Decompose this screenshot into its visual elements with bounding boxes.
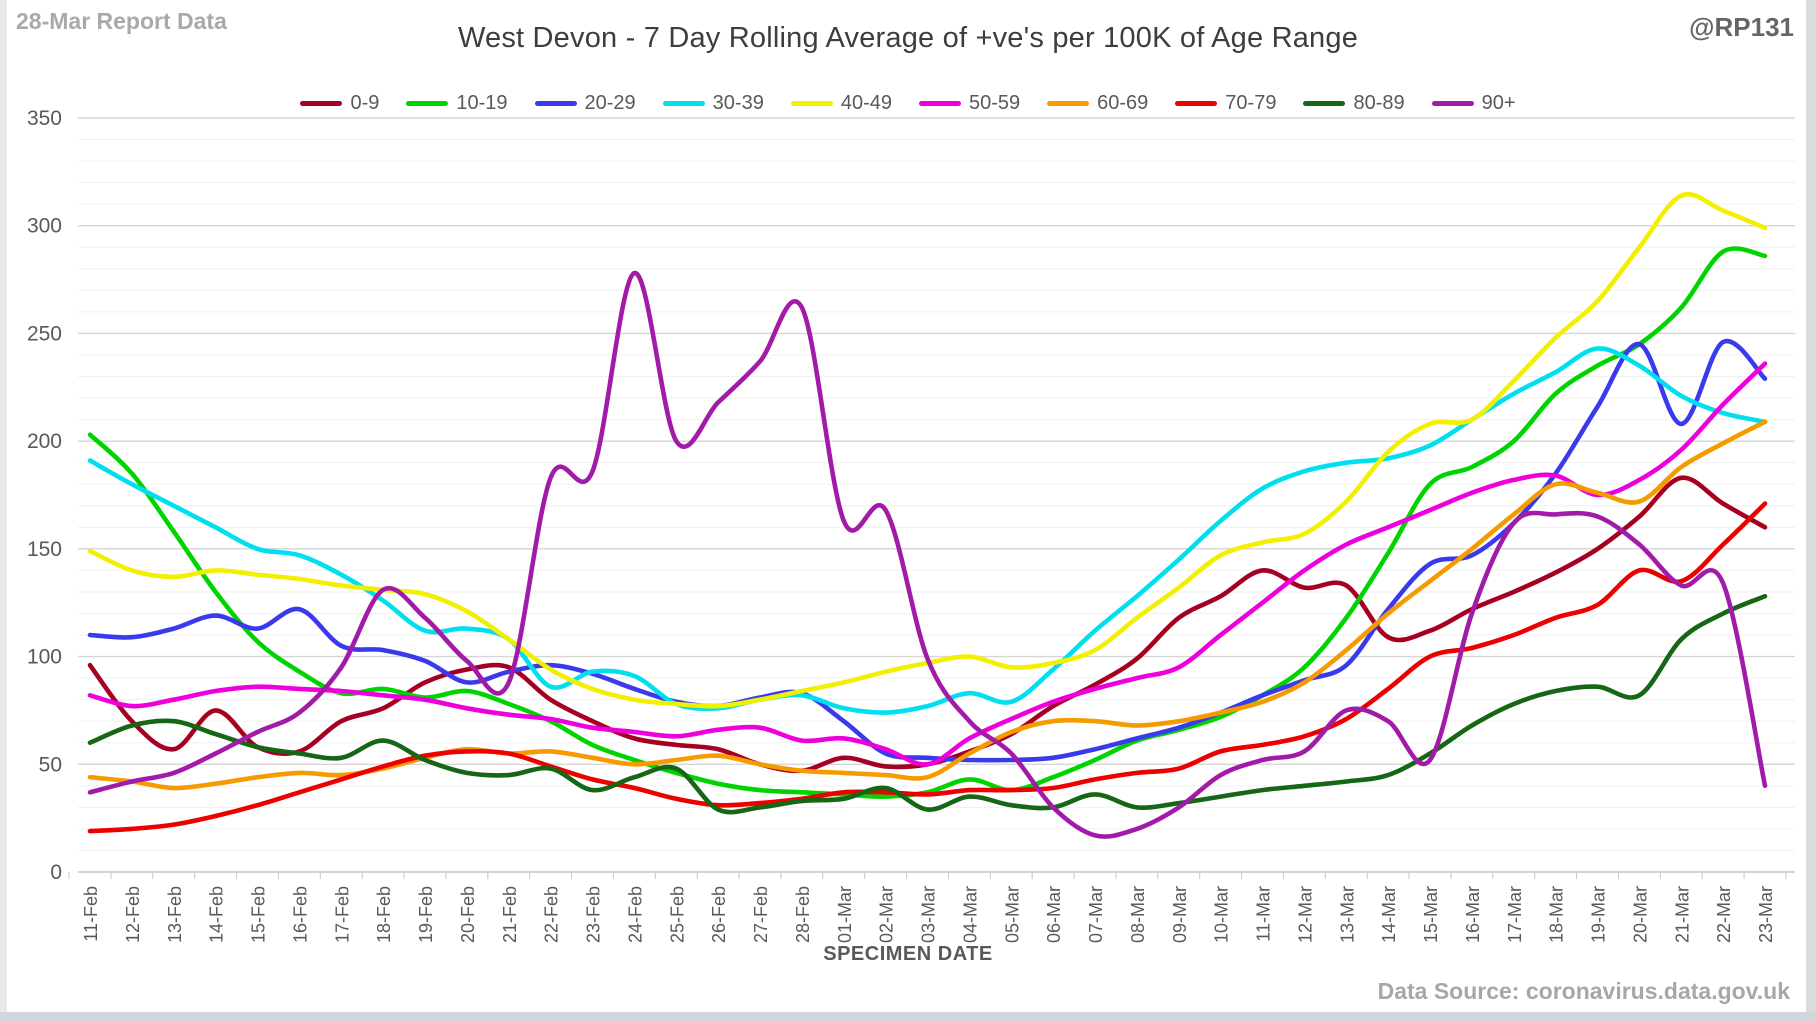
x-tick-label: 15-Feb [249,886,269,943]
x-tick-label: 19-Feb [416,886,436,943]
y-tick-label: 350 [27,107,62,130]
legend-swatch-90+ [1431,101,1474,106]
x-tick-label: 21-Feb [500,886,520,943]
x-tick-label: 28-Feb [793,886,813,943]
legend-swatch-40-49 [790,101,833,106]
series-line-40-49 [87,191,1768,709]
x-tick-label: 05-Mar [1002,886,1022,943]
legend-swatch-70-79 [1175,101,1218,106]
legend-swatch-10-19 [406,101,449,106]
legend-label: 30-39 [712,92,764,114]
legend-item-0-9: 0-9 [300,92,379,115]
series-line-80-89 [87,594,1768,815]
y-tick-label: 100 [27,646,62,669]
legend-label: 10-19 [456,92,508,114]
chart-legend: 0-9 10-19 20-29 30-39 40-49 50-59 60-69 70-79 80… [0,92,1816,115]
legend-swatch-30-39 [662,101,705,106]
legend-item-20-29: 20-29 [534,92,636,115]
x-tick-label: 23-Feb [584,886,604,943]
y-tick-label: 50 [39,753,62,776]
y-tick-label: 150 [27,538,62,561]
report-date-label: 28-Mar Report Data [16,8,227,34]
legend-item-50-59: 50-59 [918,92,1021,115]
x-tick-label: 13-Mar [1337,886,1357,943]
legend-label: 20-29 [584,92,636,114]
x-tick-label: 13-Feb [165,886,185,943]
page-edge-right [1806,0,1816,1022]
legend-item-40-49: 40-49 [790,92,892,115]
series-line-50-59 [87,361,1768,767]
legend-swatch-80-89 [1303,101,1346,106]
legend-label: 80-89 [1353,92,1405,114]
x-tick-label: 15-Mar [1421,886,1441,943]
x-tick-label: 14-Feb [207,886,227,943]
x-tick-label: 02-Mar [877,886,897,943]
x-tick-label: 12-Mar [1295,886,1315,943]
legend-item-90+: 90+ [1431,92,1516,115]
legend-swatch-50-59 [918,101,961,106]
y-tick-label: 300 [27,215,62,238]
page-edge-left [0,0,7,1022]
page-edge-bottom [0,1012,1816,1022]
x-tick-label: 21-Mar [1672,886,1692,943]
legend-label: 70-79 [1225,92,1277,114]
data-source-label: Data Source: coronavirus.data.gov.uk [1377,978,1790,1004]
x-tick-label: 17-Mar [1505,886,1525,943]
x-tick-label: 10-Mar [1212,886,1232,943]
legend-item-10-19: 10-19 [406,92,508,115]
legend-item-60-69: 60-69 [1047,92,1148,115]
series-line-90+ [87,270,1768,839]
x-tick-label: 03-Mar [919,886,939,943]
x-tick-label: 16-Mar [1463,886,1483,943]
x-tick-label: 18-Feb [374,886,394,943]
legend-swatch-60-69 [1047,101,1090,106]
x-tick-label: 25-Feb [667,886,687,943]
x-tick-label: 08-Mar [1128,886,1148,943]
y-tick-label: 0 [50,861,62,884]
x-tick-label: 11-Feb [81,886,101,942]
x-tick-label: 23-Mar [1756,886,1776,943]
legend-item-30-39: 30-39 [662,92,764,115]
x-tick-label: 22-Mar [1714,886,1734,943]
x-tick-label: 12-Feb [123,886,143,943]
x-tick-label: 04-Mar [960,886,980,943]
x-tick-label: 07-Mar [1086,886,1106,943]
x-tick-label: 18-Mar [1547,886,1567,943]
x-tick-label: 24-Feb [625,886,645,943]
x-tick-label: 20-Feb [458,886,478,943]
x-axis-title: SPECIMEN DATE [823,943,993,965]
legend-label: 40-49 [840,92,892,114]
legend-swatch-20-29 [534,101,577,106]
x-tick-label: 06-Mar [1044,886,1064,943]
legend-label: 90+ [1481,92,1516,114]
legend-swatch-0-9 [300,101,343,106]
y-tick-label: 200 [27,430,62,453]
x-tick-label: 17-Feb [332,886,352,943]
series-line-70-79 [87,501,1768,834]
x-tick-label: 26-Feb [709,886,729,943]
legend-label: 50-59 [968,92,1021,114]
x-tick-label: 09-Mar [1170,886,1190,943]
series-line-20-29 [87,338,1768,763]
x-tick-label: 19-Mar [1589,886,1609,943]
author-handle: @RP131 [1689,12,1794,42]
legend-label: 60-69 [1097,92,1149,114]
x-tick-label: 27-Feb [751,886,771,943]
chart-title: West Devon - 7 Day Rolling Average of +v… [457,22,1359,54]
x-tick-label: 16-Feb [290,886,310,943]
legend-label: 0-9 [350,92,380,114]
x-tick-label: 20-Mar [1630,886,1650,943]
x-tick-label: 22-Feb [542,886,562,943]
legend-item-70-79: 70-79 [1175,92,1276,115]
y-tick-label: 250 [27,322,62,345]
x-tick-label: 14-Mar [1379,886,1399,943]
x-tick-label: 01-Mar [835,886,855,943]
series-line-60-69 [87,419,1768,791]
legend-item-80-89: 80-89 [1303,92,1405,115]
x-tick-label: 11-Mar [1254,886,1274,942]
